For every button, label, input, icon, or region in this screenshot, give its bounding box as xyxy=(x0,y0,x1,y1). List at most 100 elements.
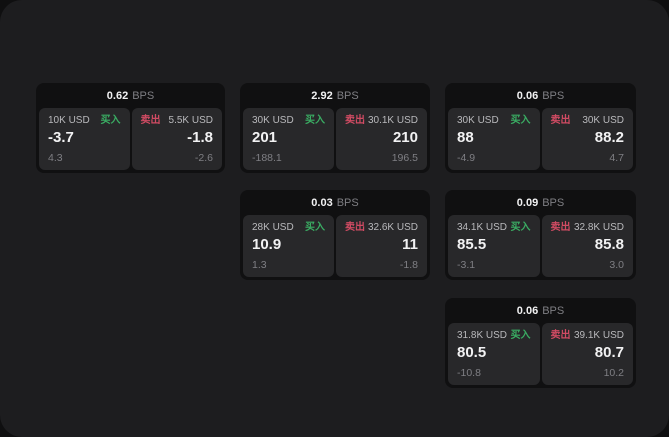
quote-card-body: 10K USD 买入 -3.7 4.3 卖出 5.5K USD -1.8 -2.… xyxy=(36,108,225,173)
quote-card: 0.09 BPS 34.1K USD 买入 85.5 -3.1 卖出 32.8K… xyxy=(445,190,636,280)
sell-amount: 30.1K USD xyxy=(367,115,418,126)
sell-price: 88.2 xyxy=(594,129,624,146)
buy-panel-top: 30K USD 买入 xyxy=(252,115,325,127)
sell-delta: -1.8 xyxy=(399,259,418,271)
sell-price: -1.8 xyxy=(187,129,213,146)
buy-side-label: 买入 xyxy=(305,115,325,126)
buy-panel-top: 30K USD 买入 xyxy=(457,115,531,127)
sell-amount: 30K USD xyxy=(582,115,624,126)
sell-panel-top: 卖出 39.1K USD xyxy=(551,330,625,342)
quote-card-body: 34.1K USD 买入 85.5 -3.1 卖出 32.8K USD 85.8… xyxy=(445,215,636,280)
quote-card: 0.62 BPS 10K USD 买入 -3.7 4.3 卖出 5.5K USD… xyxy=(36,83,225,173)
spread-header: 0.03 BPS xyxy=(240,190,430,215)
sell-delta: 4.7 xyxy=(609,152,624,164)
buy-amount: 28K USD xyxy=(252,222,294,233)
spread-unit-label: BPS xyxy=(542,89,565,102)
buy-panel[interactable]: 34.1K USD 买入 85.5 -3.1 xyxy=(448,215,540,277)
sell-panel-top: 卖出 32.6K USD xyxy=(345,222,418,234)
sell-price: 85.8 xyxy=(594,236,624,253)
quote-card: 0.06 BPS 31.8K USD 买入 80.5 -10.8 卖出 39.1… xyxy=(445,298,636,388)
sell-side-label: 卖出 xyxy=(140,115,161,126)
spread-unit-label: BPS xyxy=(542,304,565,317)
buy-price: 201 xyxy=(252,129,278,146)
spread-unit-label: BPS xyxy=(132,89,155,102)
sell-amount: 39.1K USD xyxy=(573,330,624,341)
sell-delta: 10.2 xyxy=(603,367,624,379)
quote-card-body: 30K USD 买入 201 -188.1 卖出 30.1K USD 210 1… xyxy=(240,108,430,173)
spread-value: 0.06 xyxy=(516,304,539,317)
quote-card: 0.03 BPS 28K USD 买入 10.9 1.3 卖出 32.6K US… xyxy=(240,190,430,280)
sell-panel[interactable]: 卖出 30K USD 88.2 4.7 xyxy=(541,108,633,170)
sell-price: 80.7 xyxy=(594,344,624,361)
buy-price: 10.9 xyxy=(252,236,282,253)
buy-delta: -188.1 xyxy=(252,152,282,164)
quote-card-body: 30K USD 买入 88 -4.9 卖出 30K USD 88.2 4.7 xyxy=(445,108,636,173)
buy-amount: 30K USD xyxy=(457,115,499,126)
buy-delta: -10.8 xyxy=(457,367,481,379)
buy-price: 85.5 xyxy=(457,236,487,253)
buy-panel[interactable]: 10K USD 买入 -3.7 4.3 xyxy=(39,108,130,170)
quote-card: 0.06 BPS 30K USD 买入 88 -4.9 卖出 30K USD 8… xyxy=(445,83,636,173)
buy-delta: 4.3 xyxy=(48,152,63,164)
sell-side-label: 卖出 xyxy=(345,222,365,233)
buy-amount: 30K USD xyxy=(252,115,294,126)
sell-panel[interactable]: 卖出 5.5K USD -1.8 -2.6 xyxy=(131,108,222,170)
sell-side-label: 卖出 xyxy=(345,115,365,126)
buy-panel[interactable]: 31.8K USD 买入 80.5 -10.8 xyxy=(448,323,540,385)
sell-panel[interactable]: 卖出 39.1K USD 80.7 10.2 xyxy=(541,323,633,385)
spread-unit-label: BPS xyxy=(336,196,359,209)
buy-price: 88 xyxy=(457,129,474,146)
sell-amount: 5.5K USD xyxy=(168,115,213,126)
sell-amount: 32.6K USD xyxy=(367,222,418,233)
buy-panel[interactable]: 30K USD 买入 201 -188.1 xyxy=(243,108,334,170)
buy-panel-top: 10K USD 买入 xyxy=(48,115,121,127)
quote-card: 2.92 BPS 30K USD 买入 201 -188.1 卖出 30.1K … xyxy=(240,83,430,173)
sell-side-label: 卖出 xyxy=(550,222,571,233)
spread-unit-label: BPS xyxy=(336,89,359,102)
buy-side-label: 买入 xyxy=(100,115,121,126)
buy-delta: -4.9 xyxy=(457,152,476,164)
spread-value: 0.62 xyxy=(106,89,129,102)
buy-delta: 1.3 xyxy=(252,259,267,271)
spread-header: 0.62 BPS xyxy=(36,83,225,108)
buy-side-label: 买入 xyxy=(510,115,531,126)
buy-panel[interactable]: 28K USD 买入 10.9 1.3 xyxy=(243,215,334,277)
sell-amount: 32.8K USD xyxy=(573,222,624,233)
sell-price: 210 xyxy=(392,129,418,146)
sell-panel-top: 卖出 30K USD xyxy=(551,115,625,127)
spread-header: 0.09 BPS xyxy=(445,190,636,215)
spread-header: 2.92 BPS xyxy=(240,83,430,108)
buy-amount: 34.1K USD xyxy=(457,222,508,233)
quote-card-body: 31.8K USD 买入 80.5 -10.8 卖出 39.1K USD 80.… xyxy=(445,323,636,388)
buy-panel[interactable]: 30K USD 买入 88 -4.9 xyxy=(448,108,540,170)
sell-price: 11 xyxy=(402,236,418,253)
buy-side-label: 买入 xyxy=(510,330,531,341)
spread-value: 0.03 xyxy=(311,196,333,209)
buy-delta: -3.1 xyxy=(457,259,476,271)
buy-side-label: 买入 xyxy=(510,222,531,233)
buy-amount: 10K USD xyxy=(48,115,90,126)
buy-price: -3.7 xyxy=(48,129,74,146)
spread-value: 0.09 xyxy=(516,196,539,209)
spread-unit-label: BPS xyxy=(542,196,565,209)
buy-price: 80.5 xyxy=(457,344,487,361)
sell-delta: 3.0 xyxy=(609,259,624,271)
sell-panel[interactable]: 卖出 32.8K USD 85.8 3.0 xyxy=(541,215,633,277)
sell-delta: -2.6 xyxy=(194,152,213,164)
buy-panel-top: 34.1K USD 买入 xyxy=(457,222,531,234)
spread-header: 0.06 BPS xyxy=(445,298,636,323)
sell-panel-top: 卖出 32.8K USD xyxy=(551,222,625,234)
sell-delta: 196.5 xyxy=(391,152,418,164)
buy-panel-top: 28K USD 买入 xyxy=(252,222,325,234)
sell-side-label: 卖出 xyxy=(550,330,571,341)
sell-panel[interactable]: 卖出 32.6K USD 11 -1.8 xyxy=(336,215,427,277)
buy-side-label: 买入 xyxy=(305,222,325,233)
spread-value: 2.92 xyxy=(311,89,333,102)
sell-panel[interactable]: 卖出 30.1K USD 210 196.5 xyxy=(336,108,427,170)
sell-panel-top: 卖出 5.5K USD xyxy=(141,115,214,127)
sell-side-label: 卖出 xyxy=(550,115,571,126)
buy-amount: 31.8K USD xyxy=(457,330,508,341)
sell-panel-top: 卖出 30.1K USD xyxy=(345,115,418,127)
spread-header: 0.06 BPS xyxy=(445,83,636,108)
